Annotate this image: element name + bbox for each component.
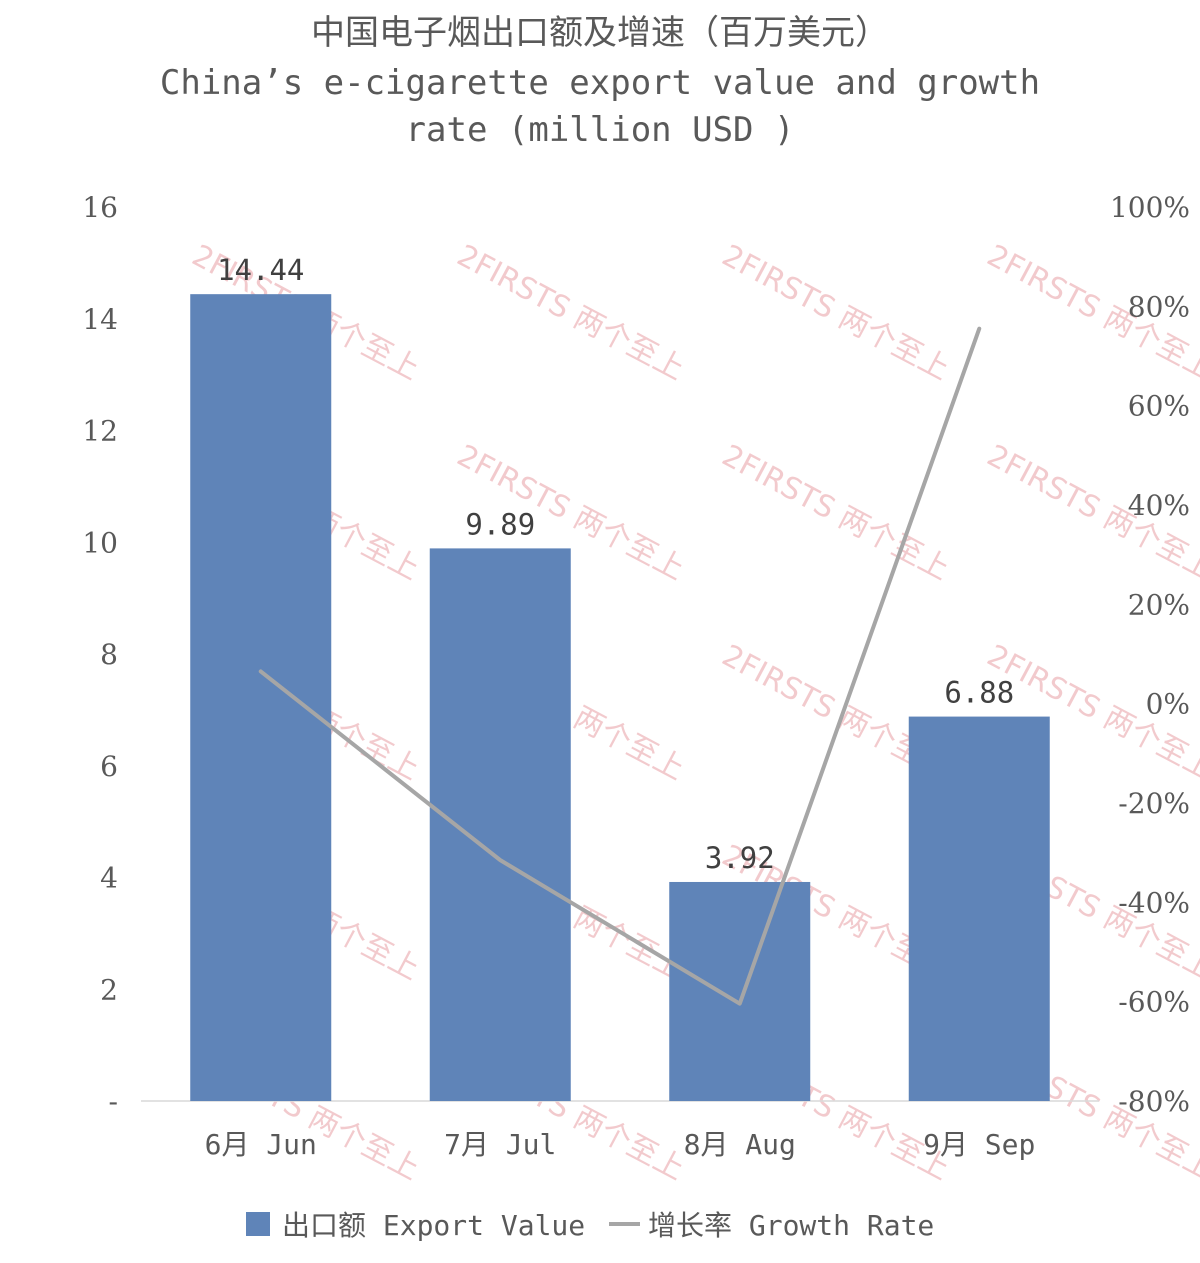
watermark-text: 2FIRSTS 两个至上 — [716, 238, 955, 387]
chart-title-cn: 中国电子烟出口额及增速（百万美元） — [311, 13, 889, 53]
category-label: 6月 Jun — [205, 1128, 317, 1161]
growth-rate-point — [739, 1003, 741, 1005]
bar-value-label: 14.44 — [217, 253, 304, 287]
left-tick-label: 8 — [100, 638, 118, 671]
right-tick-label: -20% — [1118, 787, 1190, 820]
right-tick-label: 40% — [1128, 489, 1190, 522]
bar-value-label: 6.88 — [944, 676, 1014, 710]
bar-series — [190, 294, 1050, 1101]
left-tick-label: 16 — [82, 191, 118, 224]
right-axis: -80% -60% -40% -20% 0% 20% 40% 60% 80% 100% — [1110, 191, 1190, 1118]
category-label: 9月 Sep — [923, 1128, 1035, 1161]
x-axis-labels: 6月 Jun 7月 Jul 8月 Aug 9月 Sep — [205, 1128, 1036, 1161]
bar — [908, 716, 1050, 1101]
left-tick-label: 4 — [100, 862, 118, 895]
category-label: 8月 Aug — [684, 1128, 796, 1161]
chart-title-en-line2: rate (million USD ) — [406, 110, 795, 150]
right-tick-label: -60% — [1118, 986, 1190, 1019]
growth-rate-point — [260, 670, 262, 672]
right-tick-label: 80% — [1128, 290, 1190, 323]
legend: 出口额 Export Value 增长率 Growth Rate — [246, 1209, 934, 1242]
legend-bar-label: 出口额 Export Value — [282, 1209, 585, 1242]
watermark: 2FIRSTS 两个至上 — [716, 238, 955, 387]
growth-rate-point — [499, 859, 501, 861]
bar-value-label: 9.89 — [465, 507, 535, 541]
right-tick-label: -80% — [1118, 1085, 1190, 1118]
watermark: 2FIRSTS 两个至上 — [716, 438, 955, 587]
left-tick-label: 2 — [100, 973, 118, 1006]
left-axis: - 2 4 6 8 10 12 14 16 — [82, 191, 118, 1118]
legend-bar-swatch — [246, 1212, 270, 1236]
growth-rate-point — [978, 328, 980, 330]
legend-line-label: 增长率 Growth Rate — [648, 1209, 934, 1242]
bar — [429, 548, 571, 1101]
right-tick-label: -40% — [1118, 886, 1190, 919]
watermark: 2FIRSTS 两个至上 — [451, 238, 690, 387]
bar — [669, 881, 811, 1101]
left-tick-label: 14 — [82, 303, 118, 336]
category-label: 7月 Jul — [444, 1128, 556, 1161]
bar-data-labels: 14.44 9.89 3.92 6.88 — [217, 253, 1014, 875]
left-tick-label: - — [109, 1085, 118, 1118]
right-tick-label: 100% — [1110, 191, 1190, 224]
right-tick-label: 60% — [1128, 390, 1190, 423]
right-tick-label: 20% — [1128, 588, 1190, 621]
left-tick-label: 6 — [100, 750, 118, 783]
left-tick-label: 10 — [82, 526, 118, 559]
bar — [190, 294, 332, 1101]
bar-value-label: 3.92 — [705, 841, 775, 875]
line-series — [258, 326, 982, 1006]
right-tick-label: 0% — [1146, 688, 1190, 721]
chart-title-en-line1: China’s e-cigarette export value and gro… — [160, 63, 1040, 103]
growth-rate-line — [258, 326, 982, 1006]
watermark-text: 2FIRSTS 两个至上 — [451, 238, 690, 387]
watermark-text: 2FIRSTS 两个至上 — [716, 438, 955, 587]
left-tick-label: 12 — [82, 415, 118, 448]
